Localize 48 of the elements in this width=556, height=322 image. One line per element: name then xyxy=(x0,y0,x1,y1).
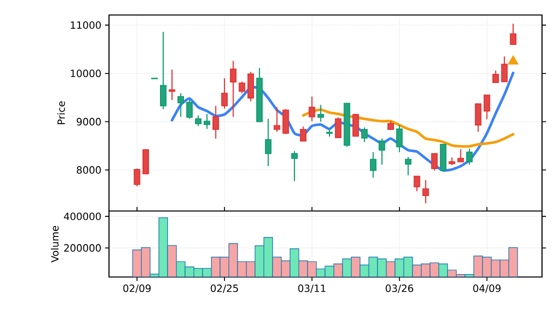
candlestick xyxy=(230,60,236,118)
candlestick xyxy=(221,78,228,110)
candlestick xyxy=(194,114,202,127)
y-tick-label: 8000 xyxy=(76,166,101,174)
candlestick xyxy=(134,168,140,187)
candlestick xyxy=(492,70,499,84)
y-tick-label: 11000 xyxy=(70,21,101,29)
candlestick xyxy=(422,180,429,204)
candlestick xyxy=(361,126,368,143)
x-tick-label: 02/09 xyxy=(123,284,151,293)
candlestick xyxy=(396,124,403,153)
x-tick-label: 03/11 xyxy=(298,284,326,293)
y-tick-label: 10000 xyxy=(70,70,101,78)
y-axis-title: Price xyxy=(57,101,65,124)
candlestick xyxy=(317,104,324,122)
y-tick-label: 400000 xyxy=(64,212,101,220)
x-tick-label: 04/09 xyxy=(473,284,501,293)
candlestick xyxy=(212,105,219,140)
candlestick xyxy=(308,96,316,122)
x-tick-label: 02/25 xyxy=(210,284,238,293)
line-series xyxy=(302,108,514,148)
candlestick xyxy=(474,102,482,132)
candlestick xyxy=(466,148,473,166)
candlestick xyxy=(168,68,176,101)
candlestick xyxy=(274,106,280,132)
candlestick xyxy=(238,81,246,94)
candlestick xyxy=(160,31,166,110)
candlestick xyxy=(510,23,516,46)
candlestick xyxy=(264,118,272,167)
candlestick xyxy=(204,113,210,130)
candlestick xyxy=(334,116,342,138)
y-tick-label: 9000 xyxy=(76,118,101,126)
candlestick xyxy=(404,156,412,176)
candlestick xyxy=(431,153,438,171)
x-tick-label: 03/26 xyxy=(386,284,414,293)
candlestick xyxy=(378,138,386,166)
candlestick xyxy=(501,56,508,83)
y-axis-title: Volume xyxy=(50,226,59,262)
y-tick-label: 200000 xyxy=(64,244,101,252)
candlestick xyxy=(370,152,376,178)
candlestick xyxy=(300,126,306,142)
candlestick xyxy=(177,92,184,118)
candlestick xyxy=(186,99,193,120)
candlestick xyxy=(457,148,464,163)
candlestick xyxy=(282,108,289,134)
candlestick xyxy=(484,94,490,120)
candlestick xyxy=(291,150,298,182)
candlestick xyxy=(414,176,420,192)
